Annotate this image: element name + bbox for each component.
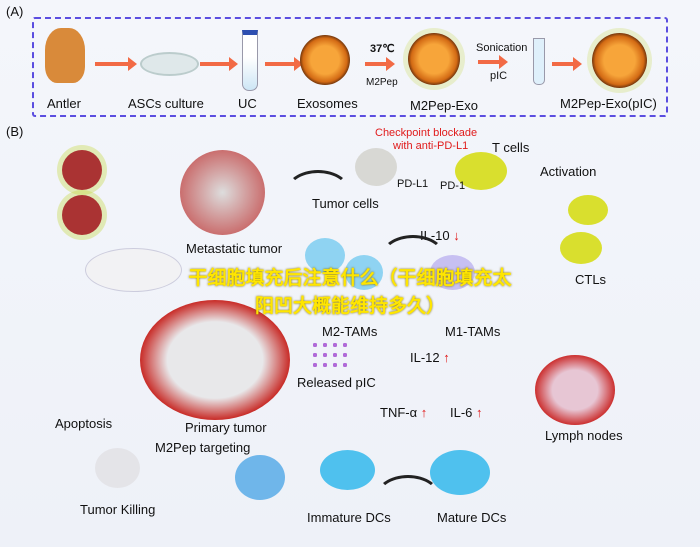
curved-arrow [380, 235, 446, 281]
panel-b-tag: (B) [6, 124, 24, 139]
m2pep-targeting-label: M2Pep targeting [155, 440, 251, 455]
exosome-icon [62, 195, 102, 235]
m2-tams-label: M2-TAMs [322, 324, 378, 339]
m2pep-label: M2Pep [366, 77, 398, 88]
exosome-icon [300, 35, 350, 85]
metastatic-tumor-label: Metastatic tumor [186, 241, 283, 256]
exo-targeting-icon [235, 455, 285, 500]
step-label: M2Pep-Exo(pIC) [560, 96, 657, 111]
step-label: ASCs culture [128, 96, 204, 111]
arrow [200, 57, 238, 71]
overlay-caption: 干细胞填充后注意什么（干细胞填充太阳凹大概能维持多久） [188, 268, 512, 317]
deer-icon [45, 28, 85, 83]
curved-arrow [285, 170, 351, 216]
tube-icon [242, 30, 258, 91]
apoptosis-label: Apoptosis [55, 416, 113, 431]
ctls-label: CTLs [575, 272, 607, 287]
m2pep-exo-icon [408, 33, 460, 85]
primary-tumor-icon [140, 300, 290, 420]
arrow [552, 57, 582, 71]
il12-label: IL-12 ↑ [410, 350, 450, 365]
pd-l1-label: PD-L1 [397, 178, 429, 190]
dead-tumor-cell-icon [95, 448, 140, 488]
pic-particles-icon [310, 340, 350, 370]
tumor-killing-label: Tumor Killing [80, 502, 156, 517]
step-label: Antler [47, 96, 81, 111]
ctl-icon [560, 232, 602, 264]
checkpoint-label-2: with anti-PD-L1 [393, 140, 469, 152]
arrow [95, 57, 137, 71]
petri-dish-icon [140, 52, 199, 76]
temp-label: 37℃ [370, 43, 395, 55]
released-pic-label: Released pIC [297, 375, 376, 390]
m2-tam-icon [305, 238, 345, 273]
immature-dc-icon [320, 450, 375, 490]
m1-tams-label: M1-TAMs [445, 324, 501, 339]
lymph-nodes-label: Lymph nodes [545, 428, 623, 443]
step-label: UC [238, 96, 257, 111]
t-cells-label: T cells [492, 140, 530, 155]
arrow [478, 55, 508, 69]
panel-a-border [32, 17, 668, 117]
step-label: M2Pep-Exo [410, 98, 478, 113]
lymph-node-icon [535, 355, 615, 425]
exosome-icon [62, 150, 102, 190]
m2pep-exo-pic-icon [592, 33, 647, 88]
step-label: Exosomes [297, 96, 358, 111]
primary-tumor-label: Primary tumor [185, 420, 267, 435]
checkpoint-label: Checkpoint blockade [375, 127, 478, 139]
activation-label: Activation [540, 164, 597, 179]
panel-a-tag: (A) [6, 4, 24, 19]
il6-label: IL-6 ↑ [450, 405, 483, 420]
tube-icon [533, 38, 545, 85]
metastatic-tumor-icon [180, 150, 265, 235]
sonication-label: Sonication [476, 42, 528, 54]
ctl-icon [568, 195, 608, 225]
arrow [365, 57, 395, 71]
immature-dcs-label: Immature DCs [307, 510, 391, 525]
tnf-label: TNF-α ↑ [380, 405, 428, 420]
t-cell-icon [455, 152, 507, 190]
pd-1-label: PD-1 [440, 180, 466, 192]
tumor-cell-icon [355, 148, 397, 186]
m2-tam-icon [345, 255, 383, 290]
mature-dcs-label: Mature DCs [437, 510, 507, 525]
pic-label: pIC [490, 70, 508, 82]
curved-arrow [375, 475, 441, 521]
arrow [265, 57, 303, 71]
mature-dc-icon [430, 450, 490, 495]
mouse-icon [85, 248, 182, 292]
